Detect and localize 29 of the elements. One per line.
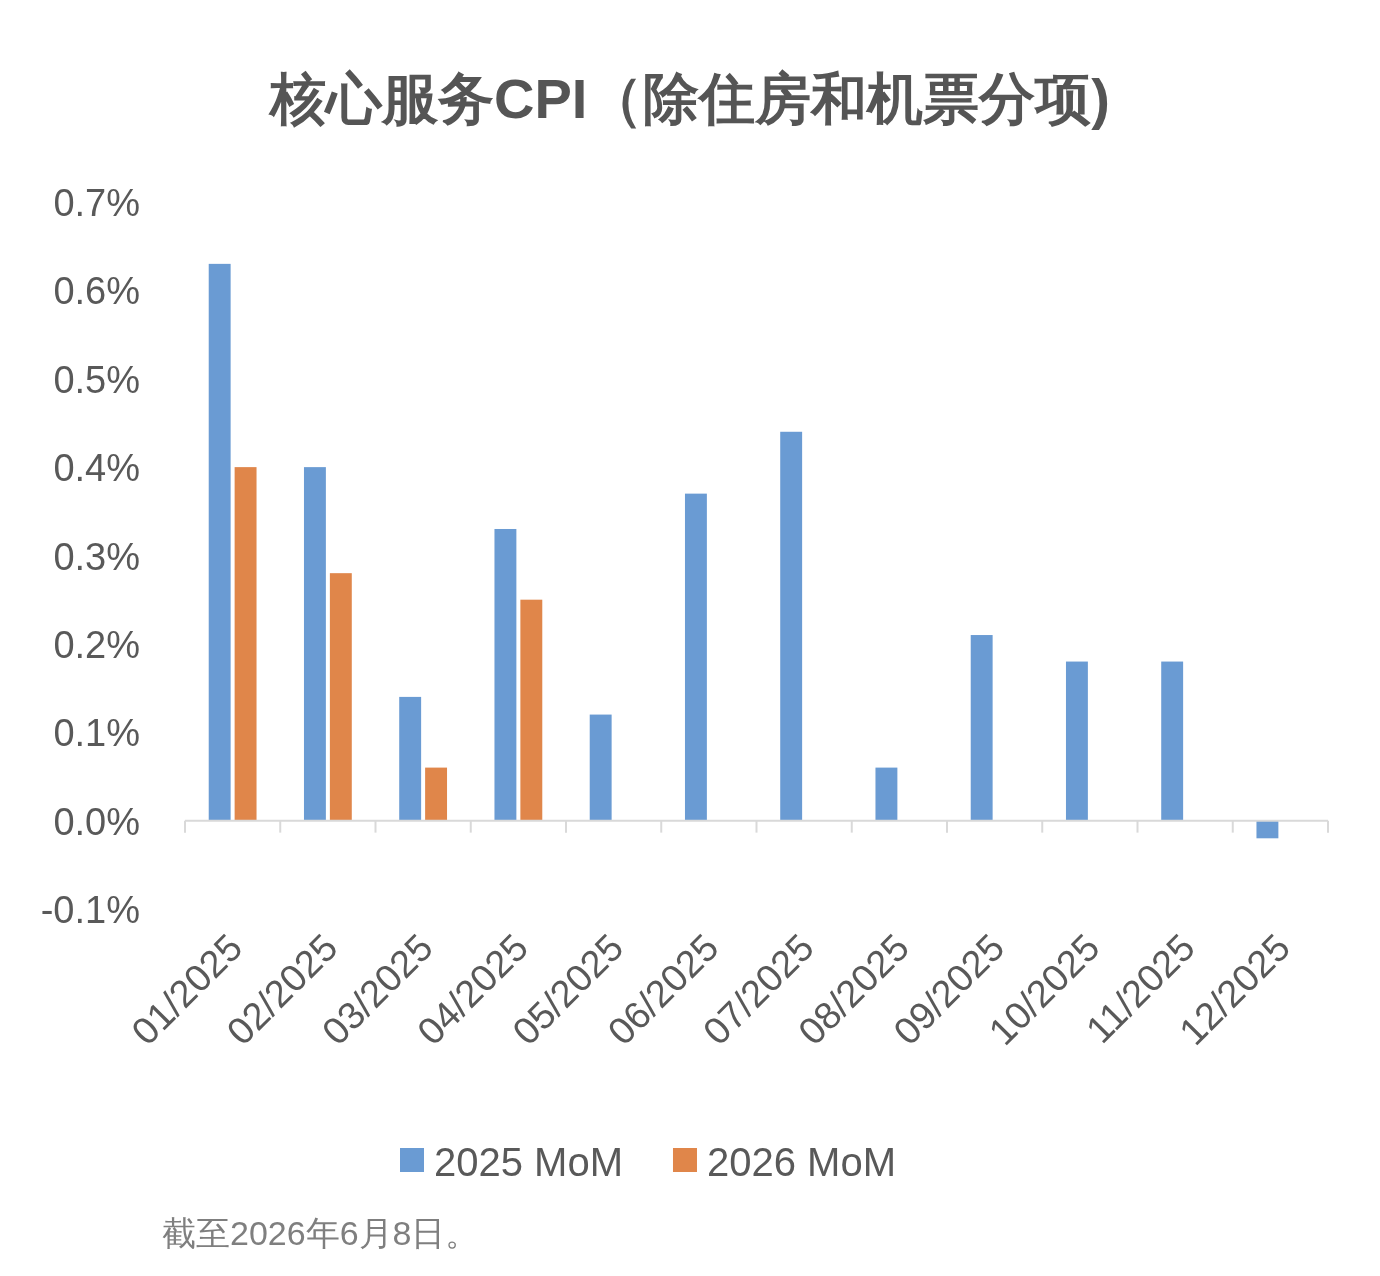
bar (970, 635, 993, 821)
bar (494, 528, 517, 821)
bar (399, 696, 422, 821)
bar (303, 467, 326, 821)
y-tick-label: 0.5% (53, 358, 140, 401)
bar (780, 431, 803, 821)
y-tick-label: -0.1% (40, 889, 140, 931)
bar (875, 767, 898, 821)
bar (425, 767, 448, 821)
bar (589, 714, 612, 821)
y-tick-label: 0.4% (53, 447, 140, 490)
y-tick-label: 0.3% (53, 535, 140, 578)
y-tick-label: 0.1% (53, 712, 140, 755)
bar (520, 599, 543, 821)
y-tick-label: 0.7% (53, 182, 140, 224)
y-tick-label: 0.0% (53, 800, 140, 843)
y-tick-label: 0.2% (53, 623, 140, 666)
bar (1161, 661, 1184, 821)
chart-title: 核心服务CPI（除住房和机票分项) (268, 67, 1110, 130)
bar (329, 573, 352, 821)
legend-label: 2025 MoM (434, 1140, 623, 1184)
text: 截至2026年6月8日。 (162, 1214, 480, 1252)
bar (1256, 820, 1279, 839)
bar (208, 263, 231, 821)
bar (234, 467, 257, 821)
y-tick-label: 0.6% (53, 270, 140, 313)
bar (1065, 661, 1088, 821)
legend-label: 2026 MoM (706, 1140, 896, 1184)
bar (684, 493, 707, 821)
